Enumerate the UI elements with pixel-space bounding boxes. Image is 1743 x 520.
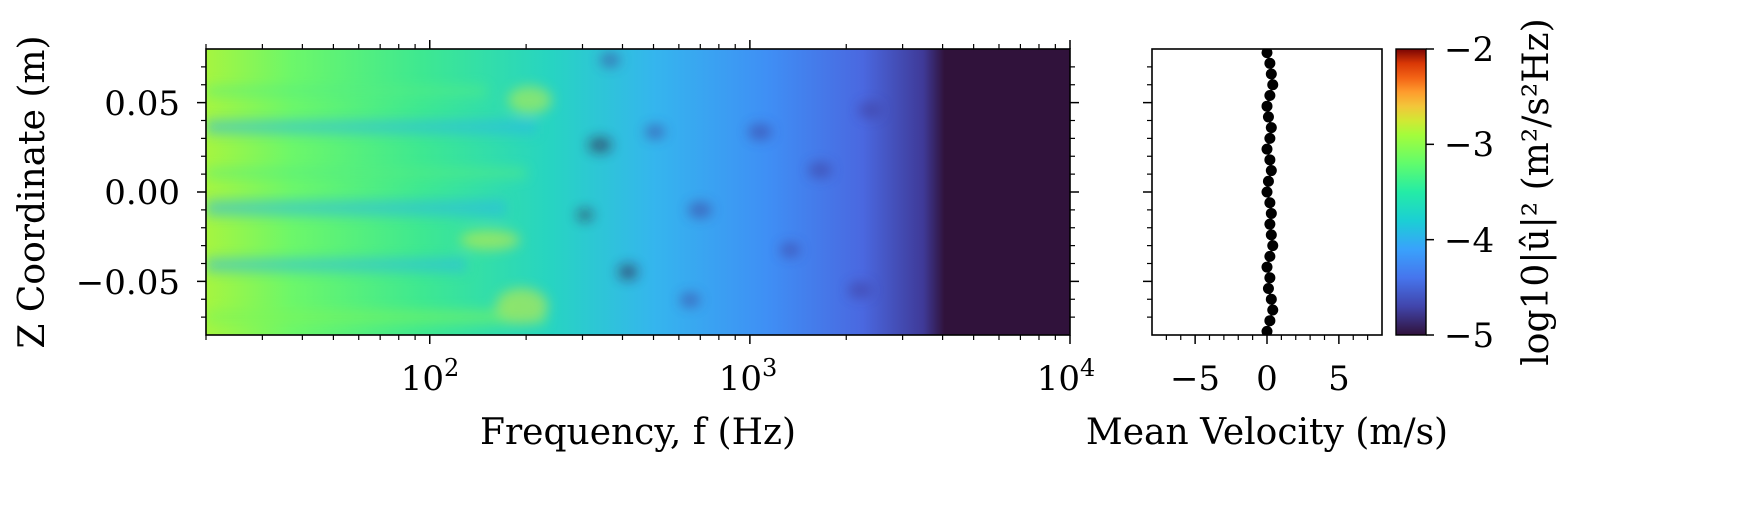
velocity-point: [1261, 49, 1273, 59]
y-tick-label: 0.05: [104, 84, 180, 124]
colorbar-tick-label: −5: [1444, 316, 1494, 356]
velocity-point: [1267, 240, 1279, 252]
colorbar-gradient: [1395, 48, 1427, 336]
colorbar-tick-label: −3: [1444, 125, 1494, 165]
velocity-point: [1261, 186, 1273, 198]
heatmap-panel: 0.05 0.00 −0.05 102 103 104 Frequency, f…: [12, 35, 1095, 453]
velocity-point: [1264, 272, 1276, 284]
velocity-point: [1262, 283, 1274, 295]
velocity-point: [1267, 79, 1279, 91]
velocity-series: [1261, 49, 1279, 335]
velocity-point: [1265, 293, 1277, 305]
velocity-point: [1264, 315, 1276, 327]
colorbar-ticks: [1426, 48, 1434, 336]
velocity-point: [1261, 261, 1273, 273]
y-tick-label: 0.00: [104, 173, 180, 213]
heatmap-ticks: [197, 40, 1079, 344]
velocity-point: [1261, 325, 1273, 335]
velocity-point: [1265, 122, 1277, 134]
velocity-point: [1264, 154, 1276, 166]
x-axis-title: Frequency, f (Hz): [480, 412, 796, 453]
velocity-point: [1262, 175, 1274, 187]
heatmap-texture: [206, 53, 882, 324]
velocity-point: [1261, 100, 1273, 112]
colorbar: −2 −3 −4 −5 log10|û|² (m²/s²Hz): [1395, 18, 1557, 366]
x-tick-label: 5: [1328, 359, 1350, 399]
velocity-point: [1264, 132, 1276, 144]
x-tick-label: −5: [1170, 359, 1220, 399]
velocity-point: [1267, 304, 1279, 316]
velocity-point: [1264, 218, 1276, 230]
x-axis-title: Mean Velocity (m/s): [1086, 412, 1448, 453]
velocity-point: [1264, 89, 1276, 101]
x-tick-label: 104: [1037, 354, 1096, 399]
x-tick-label: 103: [719, 354, 778, 399]
velocity-point: [1262, 111, 1274, 123]
velocity-point: [1265, 68, 1277, 80]
velocity-point: [1265, 207, 1277, 219]
velocity-point: [1264, 250, 1276, 262]
heatmap-field: [206, 49, 1070, 335]
velocity-point: [1264, 57, 1276, 69]
colorbar-tick-label: −2: [1444, 30, 1494, 70]
velocity-point: [1265, 229, 1277, 241]
velocity-point: [1261, 143, 1273, 155]
velocity-panel: −5 0 5 Mean Velocity (m/s): [1086, 48, 1448, 453]
colorbar-tick-label: −4: [1444, 221, 1494, 261]
x-tick-label: 0: [1256, 359, 1278, 399]
y-tick-label: −0.05: [76, 263, 180, 303]
colorbar-title: log10|û|² (m²/s²Hz): [1516, 18, 1557, 365]
y-axis-title: Z Coordinate (m): [12, 35, 53, 348]
velocity-ticks: [1143, 66, 1369, 344]
velocity-point: [1265, 165, 1277, 177]
velocity-point: [1264, 197, 1276, 209]
x-tick-label: 102: [401, 354, 460, 399]
